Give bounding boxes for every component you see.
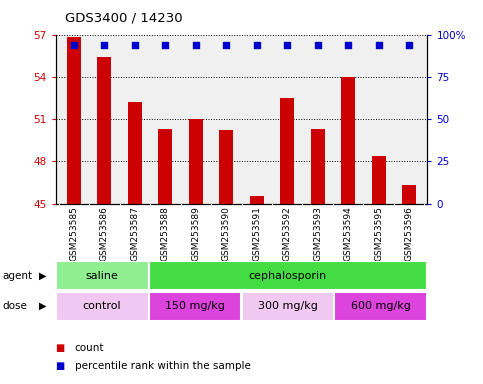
Text: dose: dose [2, 301, 28, 311]
Bar [280, 98, 294, 204]
Bar [372, 156, 385, 204]
Text: GSM253586: GSM253586 [100, 206, 109, 261]
Bar [149, 261, 427, 290]
Text: ▶: ▶ [39, 270, 46, 281]
Text: GSM253590: GSM253590 [222, 206, 231, 261]
Bar [311, 129, 325, 204]
Bar [149, 292, 242, 321]
Bar [341, 77, 355, 204]
Text: GSM253589: GSM253589 [191, 206, 200, 261]
Bar [67, 37, 81, 204]
Bar [158, 129, 172, 204]
Point [70, 41, 78, 48]
Point [314, 41, 322, 48]
Point [100, 41, 108, 48]
Bar [219, 130, 233, 204]
Point [222, 41, 230, 48]
Point [131, 41, 139, 48]
Text: count: count [75, 343, 104, 353]
Point [161, 41, 169, 48]
Text: 300 mg/kg: 300 mg/kg [258, 301, 318, 311]
Text: ■: ■ [56, 361, 65, 371]
Text: control: control [83, 301, 121, 311]
Bar [250, 197, 264, 204]
Bar [56, 292, 149, 321]
Text: ■: ■ [56, 343, 65, 353]
Text: 150 mg/kg: 150 mg/kg [165, 301, 225, 311]
Bar [56, 261, 149, 290]
Bar [189, 119, 203, 204]
Text: percentile rank within the sample: percentile rank within the sample [75, 361, 251, 371]
Text: saline: saline [85, 270, 118, 281]
Point [192, 41, 199, 48]
Text: GDS3400 / 14230: GDS3400 / 14230 [65, 12, 183, 25]
Text: GSM253594: GSM253594 [344, 206, 353, 261]
Text: GSM253587: GSM253587 [130, 206, 139, 261]
Text: 600 mg/kg: 600 mg/kg [351, 301, 411, 311]
Bar [242, 292, 334, 321]
Point [284, 41, 291, 48]
Bar [128, 102, 142, 204]
Text: GSM253593: GSM253593 [313, 206, 322, 261]
Text: GSM253592: GSM253592 [283, 206, 292, 261]
Text: GSM253591: GSM253591 [252, 206, 261, 261]
Text: GSM253588: GSM253588 [161, 206, 170, 261]
Bar [334, 292, 427, 321]
Point [405, 41, 413, 48]
Text: GSM253596: GSM253596 [405, 206, 413, 261]
Bar [402, 185, 416, 204]
Point [344, 41, 352, 48]
Bar [98, 57, 111, 204]
Text: GSM253585: GSM253585 [70, 206, 78, 261]
Point [375, 41, 383, 48]
Point [253, 41, 261, 48]
Text: agent: agent [2, 270, 32, 281]
Text: cephalosporin: cephalosporin [249, 270, 327, 281]
Text: GSM253595: GSM253595 [374, 206, 383, 261]
Text: ▶: ▶ [39, 301, 46, 311]
